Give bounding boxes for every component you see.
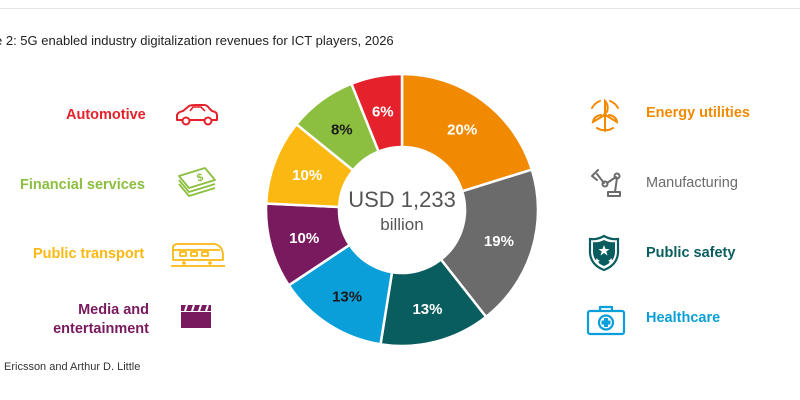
top-divider	[0, 8, 800, 9]
donut-slice-energy-utilities	[400, 72, 534, 193]
shield-icon	[588, 234, 620, 272]
clapperboard-icon	[181, 304, 211, 328]
donut-label-public-safety: 13%	[412, 301, 442, 318]
wind-turbine-icon	[591, 98, 619, 132]
donut-slice-automotive	[349, 72, 404, 154]
donut-slice-manufacturing	[439, 168, 540, 319]
donut-label-financial-services: 8%	[331, 121, 353, 138]
robot-arm-icon	[591, 169, 621, 197]
label-manufacturing: Manufacturing	[646, 175, 738, 191]
donut-label-public-transport: 10%	[292, 167, 322, 184]
label-media-line2: entertainment	[53, 321, 149, 337]
train-icon	[171, 243, 225, 267]
car-icon	[176, 104, 218, 126]
label-public-safety: Public safety	[646, 245, 736, 261]
first-aid-kit-icon	[586, 305, 626, 336]
donut-label-manufacturing: 19%	[484, 233, 514, 250]
source-note: Ericsson and Arthur D. Little	[4, 361, 141, 373]
label-healthcare: Healthcare	[646, 310, 721, 326]
donut-label-automotive: 6%	[372, 103, 394, 120]
label-energy-utilities: Energy utilities	[646, 105, 750, 121]
center-total-value: USD 1,233	[348, 187, 456, 212]
svg-text:$: $	[196, 171, 205, 184]
center-total-unit: billion	[380, 215, 423, 234]
donut-label-energy-utilities: 20%	[447, 121, 477, 138]
donut-label-healthcare: 13%	[332, 288, 362, 305]
donut-label-media-and-entertainment: 10%	[289, 230, 319, 247]
label-public-transport: Public transport	[33, 246, 145, 262]
label-financial-services: Financial services	[20, 177, 145, 193]
money-icon: $	[178, 167, 216, 197]
chart-title: e 2: 5G enabled industry digitalization …	[0, 33, 394, 48]
label-automotive: Automotive	[66, 107, 146, 123]
label-media-line1: Media and	[78, 302, 149, 318]
label-media-entertainment: Media and entertainment	[34, 301, 149, 339]
